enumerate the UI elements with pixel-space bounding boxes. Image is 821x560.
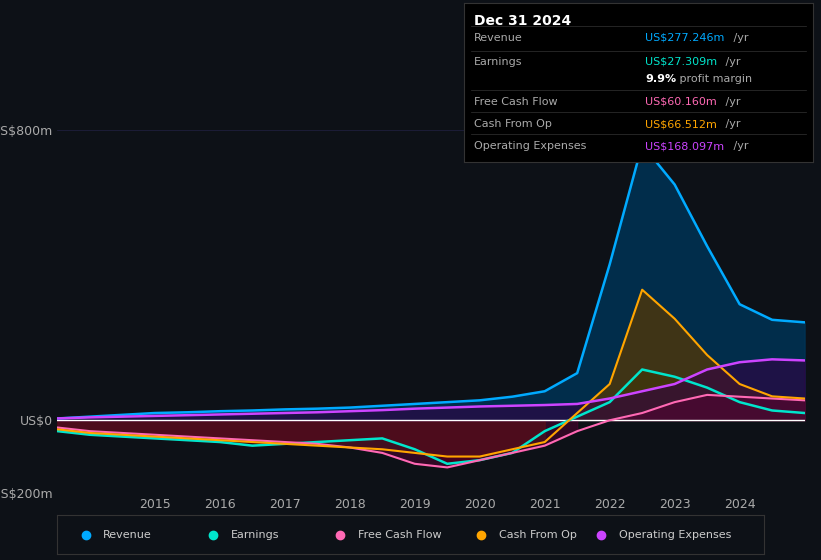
Text: /yr: /yr: [730, 33, 748, 43]
Text: Revenue: Revenue: [103, 530, 152, 540]
Text: US$27.309m: US$27.309m: [645, 57, 718, 67]
Text: Revenue: Revenue: [475, 33, 523, 43]
Text: Earnings: Earnings: [475, 57, 523, 67]
Text: /yr: /yr: [730, 142, 748, 151]
Text: Dec 31 2024: Dec 31 2024: [475, 14, 571, 28]
Text: Cash From Op: Cash From Op: [499, 530, 576, 540]
Text: US$277.246m: US$277.246m: [645, 33, 725, 43]
Text: Operating Expenses: Operating Expenses: [619, 530, 732, 540]
Text: /yr: /yr: [722, 97, 741, 107]
Text: Free Cash Flow: Free Cash Flow: [358, 530, 441, 540]
Text: 9.9%: 9.9%: [645, 74, 677, 85]
Text: profit margin: profit margin: [676, 74, 752, 85]
Text: Free Cash Flow: Free Cash Flow: [475, 97, 558, 107]
Text: Operating Expenses: Operating Expenses: [475, 142, 587, 151]
Text: /yr: /yr: [722, 57, 741, 67]
Text: US$168.097m: US$168.097m: [645, 142, 724, 151]
Text: Earnings: Earnings: [231, 530, 279, 540]
Text: US$60.160m: US$60.160m: [645, 97, 717, 107]
Text: Cash From Op: Cash From Op: [475, 119, 553, 129]
Text: /yr: /yr: [722, 119, 741, 129]
Text: US$66.512m: US$66.512m: [645, 119, 718, 129]
